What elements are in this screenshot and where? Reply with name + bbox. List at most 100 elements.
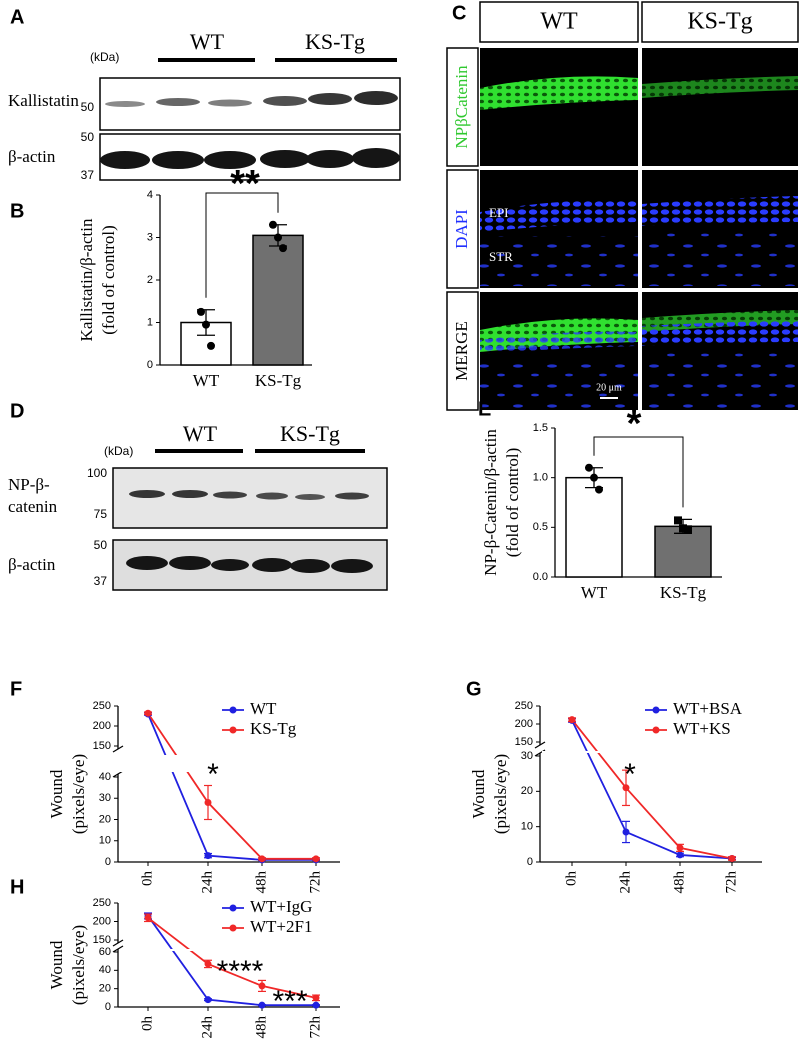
row-label: catenin bbox=[8, 497, 58, 516]
y-tick-label: 200 bbox=[515, 718, 533, 730]
bar bbox=[654, 525, 712, 578]
axis-break bbox=[534, 741, 546, 749]
x-tick-label: 72h bbox=[307, 1016, 323, 1039]
x-tick-label: 48h bbox=[671, 871, 687, 894]
data-point bbox=[674, 516, 682, 525]
marker-label: 37 bbox=[94, 574, 108, 588]
y-tick-label: 10 bbox=[99, 835, 111, 847]
y-tick-label: 0 bbox=[527, 856, 533, 868]
x-tick-label: KS-Tg bbox=[660, 583, 707, 602]
row-label: β-actin bbox=[8, 147, 56, 166]
y-tick-label: 200 bbox=[93, 720, 111, 732]
legend-marker bbox=[652, 706, 660, 714]
y-tick-label: 1.5 bbox=[533, 422, 548, 434]
marker-label: 50 bbox=[81, 100, 95, 114]
significance-bracket bbox=[593, 436, 684, 508]
y-axis-label: Wound bbox=[469, 769, 488, 818]
panel-letter: E bbox=[478, 398, 491, 420]
y-tick-label: 0.0 bbox=[533, 571, 548, 583]
data-point bbox=[676, 844, 684, 852]
marker-label: 75 bbox=[94, 507, 108, 521]
row-label: MERGE bbox=[452, 321, 471, 381]
y-tick-label: 150 bbox=[93, 740, 111, 752]
bar bbox=[565, 476, 623, 578]
blot-a: A (kDa) WT KS-Tg Kallistatin β-actin 50 … bbox=[8, 6, 401, 182]
data-point bbox=[728, 854, 736, 862]
x-tick-label: 0h bbox=[139, 1016, 155, 1032]
data-point bbox=[622, 784, 630, 792]
y-tick-label: 60 bbox=[99, 946, 111, 958]
panel-letter: G bbox=[466, 678, 482, 700]
legend-label: WT+KS bbox=[673, 719, 731, 738]
data-point bbox=[279, 244, 287, 253]
series-line bbox=[147, 915, 316, 1007]
group-label: KS-Tg bbox=[305, 29, 365, 54]
row-header bbox=[446, 291, 479, 411]
legend-label: KS-Tg bbox=[250, 719, 297, 738]
x-tick-label: KS-Tg bbox=[255, 371, 302, 390]
data-point bbox=[204, 799, 212, 806]
break-gap bbox=[542, 751, 764, 753]
region-label: STR bbox=[489, 249, 513, 264]
legend-marker bbox=[229, 904, 237, 912]
row-label: DAPI bbox=[452, 209, 471, 249]
axis-break bbox=[112, 945, 124, 953]
y-axis-label: Kallistatin/β-actin bbox=[77, 218, 96, 341]
data-point bbox=[204, 852, 212, 860]
data-point bbox=[590, 473, 598, 482]
y-tick-label: 150 bbox=[515, 736, 533, 748]
group-label: WT bbox=[190, 29, 225, 54]
row-header bbox=[446, 169, 479, 289]
data-point bbox=[595, 485, 603, 494]
data-point bbox=[204, 960, 212, 968]
bands bbox=[126, 490, 373, 573]
data-point bbox=[258, 855, 266, 863]
series-line bbox=[147, 917, 317, 999]
marker-label: 50 bbox=[94, 538, 108, 552]
y-axis-label: (fold of control) bbox=[503, 448, 522, 558]
y-tick-label: 0.5 bbox=[533, 521, 548, 533]
data-point bbox=[312, 855, 320, 863]
legend-marker bbox=[229, 706, 237, 714]
kda-label: (kDa) bbox=[104, 444, 133, 458]
y-tick-label: 20 bbox=[99, 983, 111, 995]
blot-d: D (kDa) WT KS-Tg NP-β- catenin β-actin 1… bbox=[8, 400, 388, 591]
marker-label: 37 bbox=[81, 168, 95, 182]
series-line bbox=[571, 719, 733, 860]
region-label: EPI bbox=[489, 205, 509, 220]
x-tick-label: 48h bbox=[253, 871, 269, 894]
micrographs bbox=[480, 48, 798, 410]
y-tick-label: 30 bbox=[521, 750, 533, 762]
significance-label: * bbox=[624, 758, 636, 791]
series-line bbox=[571, 720, 733, 860]
x-tick-label: 72h bbox=[307, 871, 323, 894]
marker-label: 50 bbox=[81, 130, 95, 144]
y-tick-label: 4 bbox=[147, 189, 153, 201]
break-gap bbox=[120, 755, 342, 772]
panel-letter: H bbox=[10, 876, 24, 898]
data-point bbox=[274, 233, 282, 242]
panel-letter: D bbox=[10, 400, 24, 422]
y-tick-label: 30 bbox=[99, 792, 111, 804]
x-tick-label: 48h bbox=[253, 1016, 269, 1039]
x-tick-label: WT bbox=[193, 371, 220, 390]
x-tick-label: 24h bbox=[199, 1016, 215, 1039]
panel-letter: C bbox=[452, 2, 466, 24]
legend-marker bbox=[229, 924, 237, 932]
y-tick-label: 250 bbox=[93, 700, 111, 712]
y-axis-label: (pixels/eye) bbox=[491, 754, 510, 834]
row-label: Kallistatin bbox=[8, 91, 79, 110]
data-point bbox=[684, 525, 692, 534]
data-point bbox=[144, 709, 152, 717]
y-axis-label: (pixels/eye) bbox=[69, 925, 88, 1005]
kda-label: (kDa) bbox=[90, 50, 119, 64]
significance-label: *** bbox=[272, 985, 307, 1018]
data-point bbox=[676, 851, 684, 859]
axis-break bbox=[112, 745, 124, 753]
col-header bbox=[641, 1, 799, 43]
data-point bbox=[568, 716, 576, 724]
significance-label: * bbox=[627, 403, 642, 445]
y-tick-label: 250 bbox=[93, 897, 111, 909]
y-tick-label: 20 bbox=[521, 785, 533, 797]
